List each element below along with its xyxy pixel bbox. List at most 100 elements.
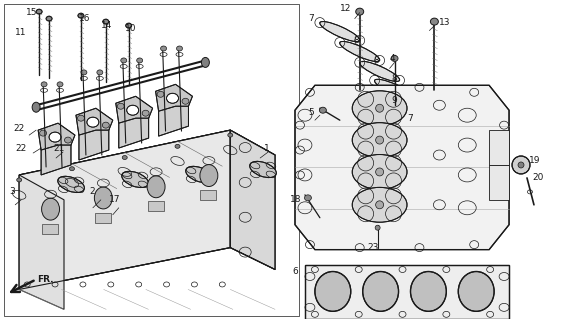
Text: 8: 8: [373, 56, 379, 65]
Polygon shape: [19, 130, 275, 200]
Ellipse shape: [186, 166, 212, 182]
Polygon shape: [156, 84, 192, 111]
Ellipse shape: [202, 58, 209, 68]
Ellipse shape: [340, 41, 380, 61]
Ellipse shape: [352, 155, 407, 189]
Ellipse shape: [136, 58, 143, 63]
Ellipse shape: [126, 23, 132, 28]
Text: 14: 14: [101, 21, 112, 30]
Ellipse shape: [176, 46, 182, 51]
Ellipse shape: [352, 123, 407, 157]
Ellipse shape: [87, 117, 99, 127]
Ellipse shape: [182, 98, 189, 104]
Polygon shape: [159, 96, 189, 136]
Polygon shape: [38, 123, 75, 150]
Ellipse shape: [157, 91, 164, 97]
Ellipse shape: [36, 9, 42, 14]
Ellipse shape: [175, 144, 180, 148]
Ellipse shape: [376, 104, 383, 112]
Ellipse shape: [97, 70, 103, 75]
Text: 5: 5: [308, 108, 313, 117]
Text: 8: 8: [392, 74, 397, 83]
Ellipse shape: [78, 115, 85, 121]
Bar: [201, 190, 216, 200]
Ellipse shape: [122, 171, 148, 188]
Ellipse shape: [117, 103, 124, 109]
Ellipse shape: [458, 271, 494, 311]
Text: 15: 15: [26, 8, 38, 17]
Ellipse shape: [58, 176, 85, 193]
Text: 9: 9: [392, 96, 397, 105]
Text: 11: 11: [15, 28, 26, 37]
Polygon shape: [41, 135, 71, 175]
Ellipse shape: [122, 156, 127, 159]
Text: 6: 6: [292, 267, 298, 276]
Text: 10: 10: [125, 24, 136, 33]
Polygon shape: [230, 130, 275, 269]
Ellipse shape: [305, 195, 312, 201]
Ellipse shape: [147, 176, 165, 198]
Polygon shape: [76, 108, 113, 135]
Text: 20: 20: [532, 173, 543, 182]
Ellipse shape: [315, 271, 351, 311]
Polygon shape: [19, 175, 64, 309]
Text: 13: 13: [439, 18, 451, 27]
Ellipse shape: [375, 225, 380, 230]
Bar: [148, 201, 163, 211]
Ellipse shape: [49, 132, 61, 142]
Ellipse shape: [352, 91, 407, 126]
Ellipse shape: [430, 18, 439, 25]
Ellipse shape: [356, 8, 364, 15]
Text: 21: 21: [53, 144, 65, 153]
Text: 3: 3: [9, 188, 15, 196]
Ellipse shape: [512, 156, 530, 174]
Text: 16: 16: [79, 14, 91, 23]
Ellipse shape: [391, 55, 398, 61]
Ellipse shape: [518, 162, 524, 168]
Bar: [42, 224, 58, 234]
Text: 4: 4: [390, 54, 395, 63]
Ellipse shape: [376, 168, 383, 176]
Ellipse shape: [65, 137, 72, 143]
Text: 12: 12: [340, 4, 351, 13]
Text: 1: 1: [264, 144, 270, 153]
Ellipse shape: [363, 271, 399, 311]
Ellipse shape: [228, 133, 233, 137]
Ellipse shape: [42, 198, 59, 220]
Polygon shape: [295, 85, 509, 250]
Ellipse shape: [127, 105, 139, 115]
Ellipse shape: [410, 271, 446, 311]
Ellipse shape: [200, 164, 218, 187]
Text: 2: 2: [89, 188, 95, 196]
Ellipse shape: [78, 13, 84, 18]
Text: 18: 18: [290, 195, 302, 204]
Text: 19: 19: [529, 156, 540, 164]
Ellipse shape: [250, 161, 276, 178]
Ellipse shape: [142, 110, 149, 116]
Text: 7: 7: [407, 114, 413, 123]
Text: 8: 8: [354, 36, 359, 45]
Ellipse shape: [46, 16, 52, 21]
Ellipse shape: [360, 61, 400, 81]
Ellipse shape: [376, 201, 383, 209]
Ellipse shape: [166, 93, 179, 103]
Ellipse shape: [94, 187, 112, 209]
Text: FR.: FR.: [37, 275, 54, 284]
Bar: [4, 4, 299, 316]
Bar: [95, 213, 111, 223]
Text: 23: 23: [368, 243, 379, 252]
Ellipse shape: [352, 188, 407, 222]
Text: 22: 22: [15, 144, 26, 153]
Ellipse shape: [320, 21, 360, 42]
Ellipse shape: [39, 130, 46, 136]
Ellipse shape: [102, 122, 109, 128]
Polygon shape: [119, 108, 149, 148]
Ellipse shape: [41, 82, 47, 87]
Polygon shape: [116, 96, 153, 123]
Ellipse shape: [319, 107, 326, 113]
Ellipse shape: [376, 136, 383, 144]
Ellipse shape: [57, 82, 63, 87]
Text: 22: 22: [13, 124, 25, 132]
Polygon shape: [489, 130, 509, 165]
Ellipse shape: [399, 111, 439, 131]
